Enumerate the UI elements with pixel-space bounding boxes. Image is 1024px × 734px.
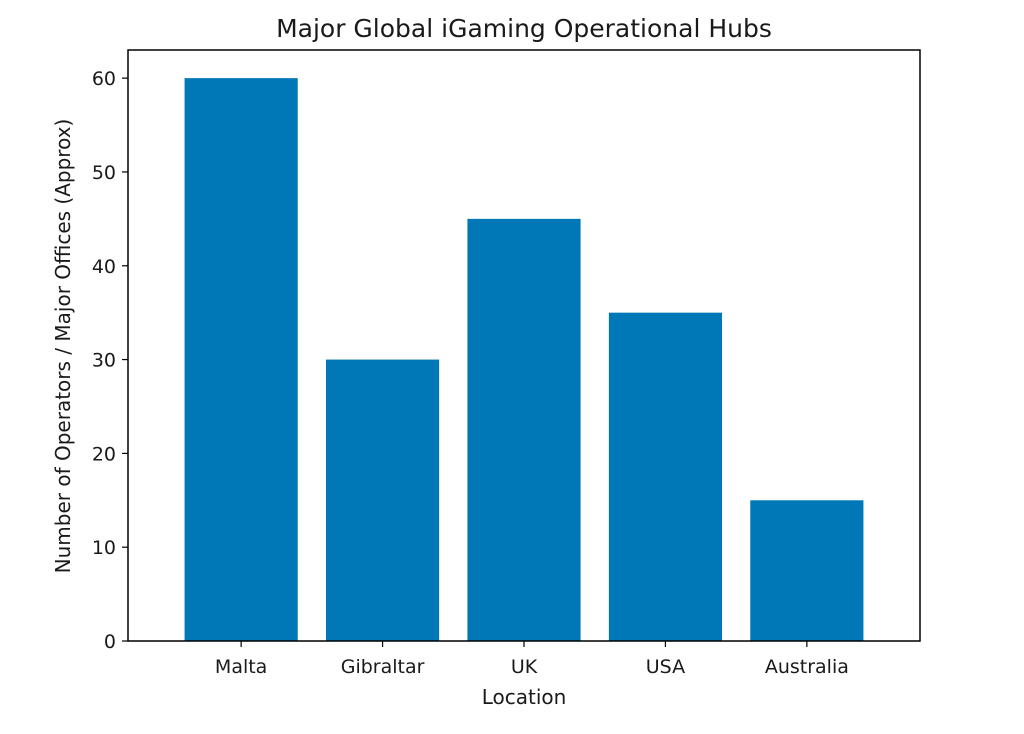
x-tick-label: UK	[511, 656, 538, 678]
x-tick-label: USA	[646, 656, 685, 678]
x-tick-label: Gibraltar	[341, 656, 425, 678]
bar-malta	[184, 78, 298, 641]
bar-uk	[467, 218, 581, 641]
bar-australia	[750, 500, 864, 641]
y-tick-label: 40	[92, 256, 116, 278]
ticks-group: Malta Gibraltar UK USA Australia 0 10 20 30 40 50 6…	[92, 68, 849, 678]
x-tick-label: Malta	[215, 656, 267, 678]
bars-group	[184, 78, 864, 641]
x-axis-label: Location	[482, 685, 567, 709]
y-axis-label: Number of Operators / Major Offices (App…	[51, 119, 75, 574]
y-tick-label: 30	[92, 350, 116, 372]
plot-area-frame	[127, 49, 921, 642]
y-tick-label: 10	[92, 537, 116, 559]
chart-title: Major Global iGaming Operational Hubs	[276, 14, 772, 43]
y-tick-label: 50	[92, 162, 116, 184]
bar-usa	[608, 312, 722, 641]
y-tick-label: 20	[92, 443, 116, 465]
y-tick-label: 0	[104, 631, 116, 653]
bar-gibraltar	[326, 359, 440, 641]
x-tick-label: Australia	[765, 656, 849, 678]
y-tick-label: 60	[92, 68, 116, 90]
